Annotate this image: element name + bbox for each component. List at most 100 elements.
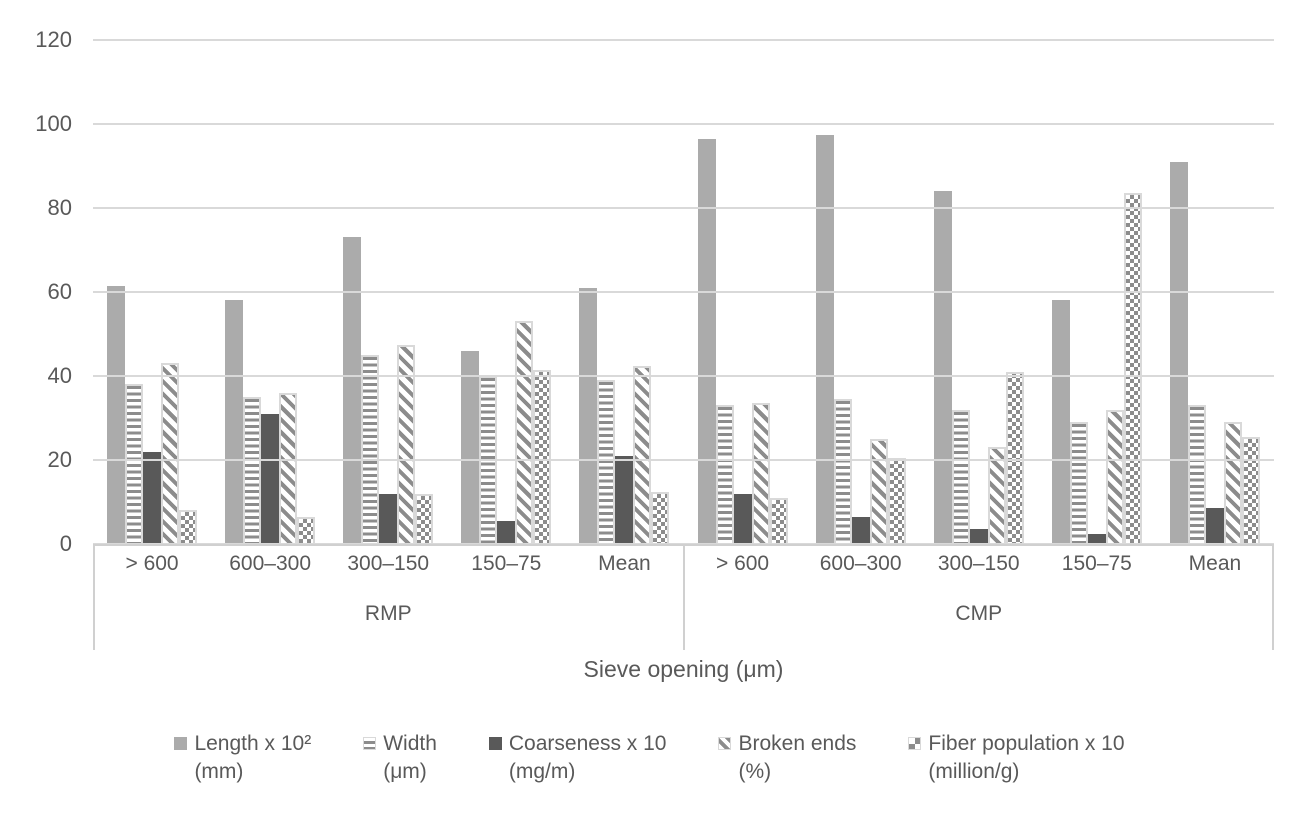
legend-text: Length x 10² (mm) <box>194 730 311 786</box>
bar-width <box>951 409 970 544</box>
bar-broken <box>633 365 652 544</box>
legend-text: Coarseness x 10 (mg/m) <box>509 730 667 786</box>
legend-item-length: Length x 10² (mm) <box>174 730 311 786</box>
bar-width <box>1069 422 1088 544</box>
category-axis-divider <box>1272 544 1274 650</box>
y-tick-label: 60 <box>47 279 72 304</box>
category-axis-divider <box>93 544 95 650</box>
bar-length <box>579 287 598 544</box>
coarseness-pattern-swatch-icon <box>488 737 502 750</box>
x-axis-title: Sieve opening (μm) <box>583 656 784 682</box>
section-CMP <box>684 40 1275 544</box>
legend-item-coarseness: Coarseness x 10 (mg/m) <box>488 730 667 786</box>
broken-pattern-swatch-icon <box>718 737 732 750</box>
section-RMP <box>93 40 684 544</box>
bars-layer <box>93 40 1274 544</box>
bar-coarseness <box>143 451 162 544</box>
bar-broken <box>1223 422 1242 544</box>
legend: Length x 10² (mm) Width (μm) Coarseness x 10… <box>0 730 1299 786</box>
category-axis: > 600 600–300 300–150 150–75 Mean > 600 600–30… <box>93 544 1274 650</box>
section-label-RMP: RMP <box>364 602 412 625</box>
bar-width <box>715 405 734 544</box>
legend-series-unit: (million/g) <box>928 760 1020 783</box>
bar-group-CMP-3 <box>1038 40 1156 544</box>
bar-coarseness <box>969 529 988 544</box>
category-label: Mean <box>1188 552 1242 575</box>
bar-width <box>597 380 616 544</box>
plot-area <box>93 39 1274 545</box>
bar-width <box>125 384 144 544</box>
gridline-100 <box>93 123 1274 125</box>
bar-fiber <box>1123 193 1142 544</box>
bar-length <box>461 350 480 544</box>
gridline-40 <box>93 375 1274 377</box>
bar-coarseness <box>1205 508 1224 544</box>
bar-broken <box>869 439 888 544</box>
bar-length <box>1051 300 1070 544</box>
fiber-pattern-swatch-icon <box>908 737 922 750</box>
bar-broken <box>1105 409 1124 544</box>
category-label: 300–150 <box>347 552 430 575</box>
bar-group-RMP-2 <box>329 40 447 544</box>
bar-group-RMP-4 <box>565 40 683 544</box>
bar-coarseness <box>379 493 398 544</box>
bar-length <box>225 300 244 544</box>
legend-text: Broken ends (%) <box>738 730 856 786</box>
bar-length <box>815 134 834 544</box>
bar-fiber <box>297 516 316 544</box>
category-label: Mean <box>598 552 651 575</box>
bar-broken <box>515 321 534 544</box>
y-tick-label: 0 <box>59 531 72 556</box>
bar-width <box>1187 405 1206 544</box>
bar-group-RMP-0 <box>93 40 211 544</box>
section-label-row: RMP CMP <box>93 602 1274 626</box>
bar-coarseness <box>615 455 634 544</box>
bar-length <box>697 138 716 544</box>
bar-coarseness <box>851 516 870 544</box>
bar-length <box>933 191 952 544</box>
bar-group-CMP-2 <box>920 40 1038 544</box>
gridline-80 <box>93 207 1274 209</box>
bar-fiber <box>179 510 198 544</box>
bar-fiber <box>1241 436 1260 544</box>
gridline-20 <box>93 459 1274 461</box>
bar-broken <box>279 392 298 544</box>
legend-item-width: Width (μm) <box>363 730 437 786</box>
bar-coarseness <box>1087 533 1106 544</box>
legend-series-unit: (mm) <box>194 760 244 783</box>
section-label-CMP: CMP <box>955 602 1003 625</box>
y-tick-label: 40 <box>47 363 72 388</box>
length-pattern-swatch-icon <box>174 737 188 750</box>
bar-fiber <box>1005 371 1024 544</box>
bar-fiber <box>769 497 788 544</box>
bar-length <box>107 285 126 544</box>
legend-series-unit: (μm) <box>383 760 427 783</box>
legend-item-broken: Broken ends (%) <box>718 730 856 786</box>
category-label: > 600 <box>125 552 179 575</box>
bar-fiber <box>415 493 434 544</box>
bar-fiber <box>533 369 552 544</box>
bar-broken <box>161 363 180 544</box>
bar-group-CMP-1 <box>802 40 920 544</box>
category-axis-divider <box>682 544 685 650</box>
bar-broken <box>397 344 416 544</box>
category-label: 150–75 <box>1061 552 1132 575</box>
category-label: 150–75 <box>471 552 542 575</box>
bar-group-RMP-1 <box>211 40 329 544</box>
bar-coarseness <box>733 493 752 544</box>
category-label: 300–150 <box>937 552 1020 575</box>
legend-series-name: Length x 10² <box>194 732 312 755</box>
bar-length <box>1169 161 1188 544</box>
bar-coarseness <box>497 520 516 544</box>
y-tick-label: 100 <box>35 111 72 136</box>
legend-series-name: Coarseness x 10 <box>508 732 667 755</box>
bar-coarseness <box>261 413 280 544</box>
category-label: > 600 <box>715 552 770 575</box>
bar-width <box>833 399 852 544</box>
legend-series-unit: (%) <box>738 760 772 783</box>
bar-broken <box>751 403 770 544</box>
category-label-row: > 600 600–300 300–150 150–75 Mean > 600 600–30… <box>93 552 1274 576</box>
bar-group-CMP-4 <box>1156 40 1274 544</box>
bar-width <box>243 397 262 544</box>
category-labels-CMP: > 600 600–300 300–150 150–75 Mean <box>684 552 1275 576</box>
